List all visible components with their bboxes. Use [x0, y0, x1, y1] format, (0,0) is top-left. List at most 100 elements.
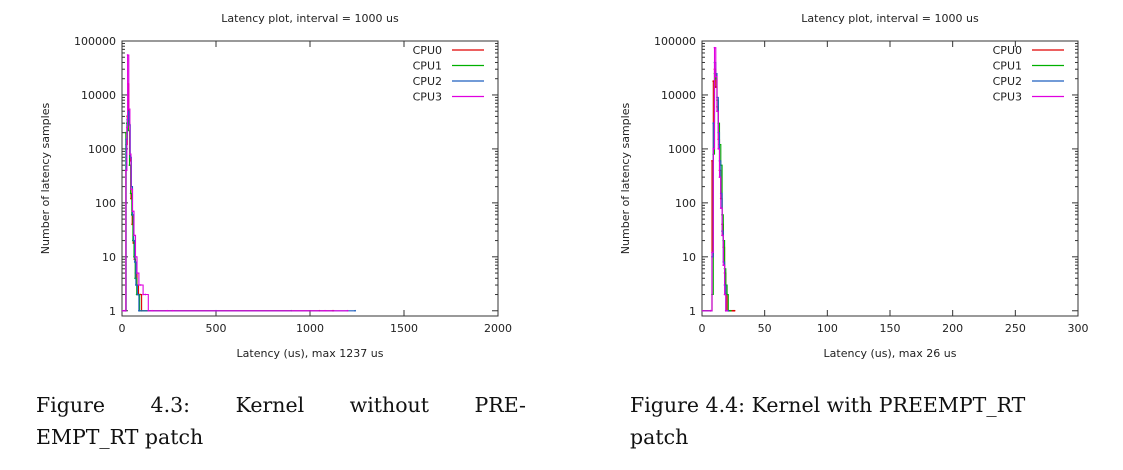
data-point-cpu3 [724, 309, 727, 312]
data-point-cpu3 [714, 75, 717, 78]
latency-chart-without-preempt-rt: Latency plot, interval = 1000 us 1 10 100 10… [39, 12, 512, 360]
data-point-cpu1 [124, 131, 127, 134]
x-tick-label: 1500 [390, 322, 418, 335]
x-tick-label: 200 [942, 322, 963, 335]
data-point-cpu2 [712, 122, 715, 125]
y-axis-label: Number of latency samples [619, 103, 632, 255]
legend-label-cpu2: CPU2 [993, 75, 1022, 88]
data-point-cpu3 [324, 309, 326, 312]
x-axis-label: Latency (us), max 1237 us [237, 347, 384, 360]
figure-panel-4-3: Latency plot, interval = 1000 us 1 10 100 10… [0, 0, 540, 375]
legend-label-cpu0: CPU0 [993, 44, 1022, 57]
data-point-cpu2 [131, 213, 134, 216]
data-point-cpu3 [130, 188, 132, 190]
x-tick-label: 100 [817, 322, 838, 335]
data-point-cpu3 [134, 255, 137, 258]
caption-4-4-line1: Figure 4.4: Kernel with PREEMPT_RT [630, 393, 1026, 417]
y-tick-label: 100000 [74, 35, 116, 48]
data-point-cpu3 [166, 309, 169, 312]
data-point-cpu3 [136, 272, 138, 274]
legend-label-cpu2: CPU2 [413, 75, 442, 88]
data-point-cpu3 [128, 153, 131, 156]
data-point-cpu2 [727, 309, 730, 312]
data-point-cpu3 [718, 176, 721, 179]
x-tick-label: 0 [699, 322, 706, 335]
x-tick-label: 250 [1005, 322, 1026, 335]
caption-4-3-word3: PRE- [474, 393, 526, 417]
data-point-cpu3 [723, 293, 726, 296]
y-tick-label: 1 [689, 305, 696, 318]
y-axis-label: Number of latency samples [39, 103, 52, 255]
data-point-cpu3 [346, 309, 349, 312]
data-point-cpu3 [124, 309, 126, 312]
data-point-cpu3 [722, 264, 725, 267]
data-point-cpu3 [126, 54, 129, 56]
data-point-cpu3 [719, 207, 722, 209]
caption-4-4-line2: patch [630, 425, 689, 449]
figure-panel-4-4: Latency plot, interval = 1000 us 1 10 100 10… [580, 0, 1120, 375]
data-point-cpu3 [702, 309, 703, 312]
data-point-cpu0 [711, 159, 713, 162]
data-point-cpu3 [124, 169, 127, 172]
data-point-cpu3 [125, 126, 128, 129]
data-point-cpu3 [717, 148, 720, 150]
data-point-cpu3 [139, 284, 142, 286]
caption-4-3-line1: Figure 4.3: Kernel without PRE- [36, 389, 526, 421]
data-point-cpu2 [136, 293, 139, 296]
x-tick-label: 1000 [296, 322, 324, 335]
y-tick-label: 100000 [654, 35, 696, 48]
data-point-cpu1 [128, 164, 131, 167]
data-point-cpu2 [135, 284, 137, 286]
data-point-cpu1 [714, 77, 717, 80]
data-point-cpu0 [731, 309, 733, 312]
legend-label-cpu1: CPU1 [413, 60, 442, 73]
data-point-cpu3 [147, 309, 150, 312]
data-point-cpu2 [133, 261, 136, 263]
data-point-cpu3 [144, 293, 147, 296]
y-tick-label: 10000 [81, 89, 116, 102]
series-line-cpu1 [702, 72, 731, 312]
data-point-cpu3 [713, 46, 716, 49]
data-point-cpu2 [138, 309, 140, 312]
series-line-cpu0 [122, 83, 334, 312]
data-point-cpu0 [733, 309, 736, 312]
y-tick-label: 10 [102, 251, 116, 264]
data-point-cpu3 [709, 309, 712, 312]
data-point-cpu1 [726, 293, 728, 296]
caption-4-3-word2: without [349, 393, 429, 417]
y-tick-label: 10 [682, 251, 696, 264]
chart-title: Latency plot, interval = 1000 us [801, 12, 979, 25]
legend-label-cpu3: CPU3 [993, 91, 1022, 104]
series-line-cpu2 [122, 110, 356, 312]
data-point-cpu3 [127, 108, 130, 110]
data-point-cpu2 [132, 239, 135, 242]
data-point-cpu3 [151, 309, 153, 312]
legend-label-cpu1: CPU1 [993, 60, 1022, 73]
data-point-cpu3 [721, 234, 723, 237]
data-point-cpu3 [142, 293, 144, 296]
y-tick-label: 1 [109, 305, 116, 318]
y-tick-label: 100 [675, 197, 696, 210]
series-line-cpu3 [122, 54, 348, 312]
data-point-cpu3 [133, 234, 135, 237]
x-tick-label: 50 [758, 322, 772, 335]
data-point-cpu1 [729, 309, 732, 312]
x-tick-label: 2000 [484, 322, 512, 335]
data-point-cpu3 [726, 309, 728, 312]
data-point-cpu3 [711, 251, 713, 254]
data-point-cpu0 [732, 309, 735, 312]
y-tick-label: 1000 [668, 143, 696, 156]
series-line-cpu1 [122, 114, 292, 312]
chart-title: Latency plot, interval = 1000 us [221, 12, 399, 25]
data-point-cpu3 [171, 309, 174, 312]
data-point-cpu3 [716, 110, 718, 113]
x-tick-label: 500 [206, 322, 227, 335]
x-axis-label: Latency (us), max 26 us [824, 347, 957, 360]
data-point-cpu2 [354, 309, 357, 312]
legend-label-cpu3: CPU3 [413, 91, 442, 104]
data-point-cpu3 [131, 210, 134, 213]
y-tick-label: 1000 [88, 143, 116, 156]
data-point-cpu3 [138, 284, 140, 286]
data-point-cpu1 [127, 129, 130, 132]
data-point-cpu0 [712, 80, 715, 83]
